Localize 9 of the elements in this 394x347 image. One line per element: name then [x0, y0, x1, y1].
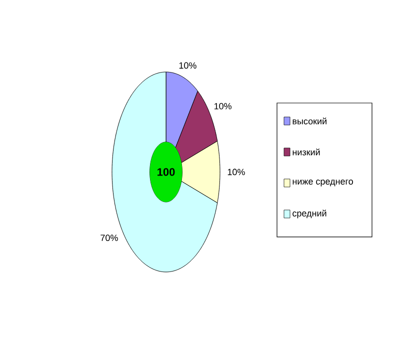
data-label: 70%	[100, 234, 118, 242]
data-label: 10%	[214, 102, 232, 110]
legend-label: ниже среднего	[292, 180, 353, 186]
text: 100	[158, 168, 175, 176]
legend-label: средний	[292, 210, 326, 218]
legend-label: низкий	[292, 148, 320, 156]
data-label: 10%	[179, 62, 196, 69]
legend-label: высокий	[292, 118, 326, 124]
data-label: 10%	[228, 168, 245, 176]
